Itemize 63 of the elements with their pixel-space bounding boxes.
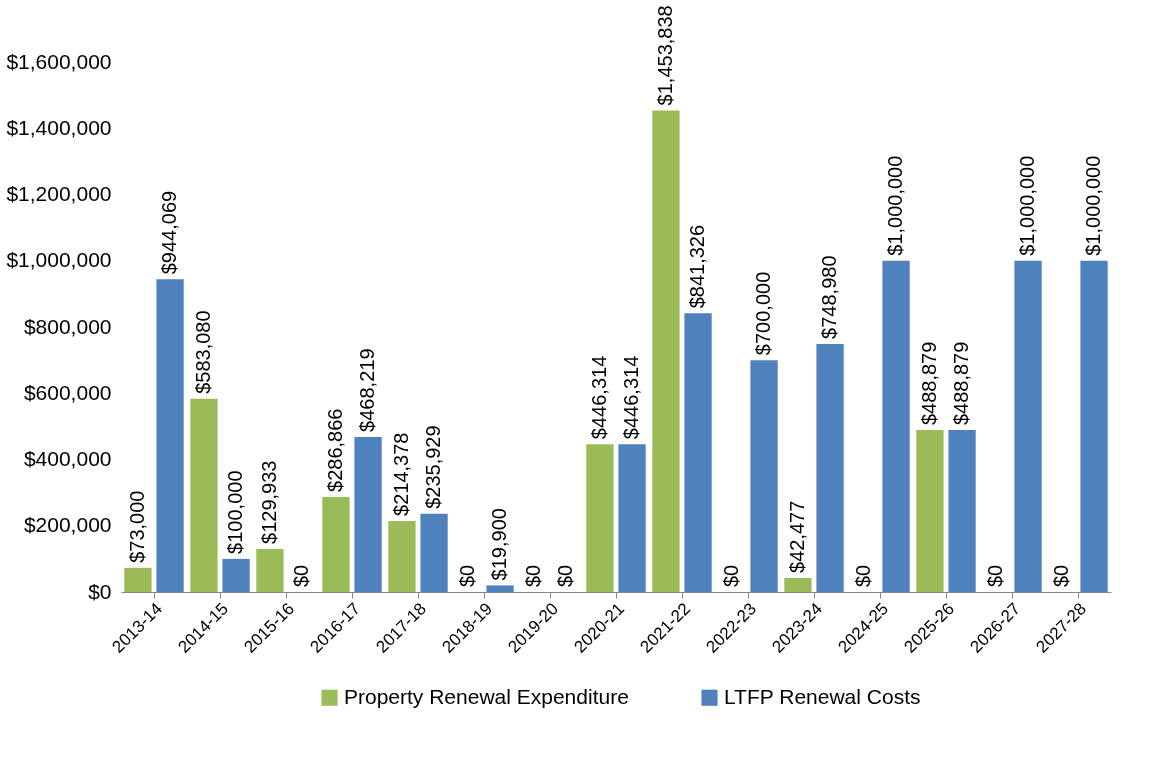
bar <box>420 513 448 592</box>
y-tick-label: $0 <box>88 579 112 603</box>
bar <box>684 313 712 592</box>
data-label: $1,453,838 <box>653 5 676 106</box>
bar <box>190 398 218 592</box>
data-label: $0 <box>983 564 1006 587</box>
bar <box>1014 260 1042 592</box>
data-label: $100,000 <box>224 470 247 554</box>
bar <box>124 567 152 592</box>
data-label: $0 <box>851 564 874 587</box>
data-label: $73,000 <box>125 490 148 563</box>
data-label: $214,378 <box>389 432 412 516</box>
data-label: $944,069 <box>158 190 181 275</box>
data-label: $468,219 <box>356 348 379 432</box>
data-label: $488,879 <box>917 341 940 426</box>
data-label: $0 <box>455 564 478 587</box>
y-tick-label: $400,000 <box>23 447 112 470</box>
data-label: $0 <box>1049 564 1072 587</box>
bar <box>322 496 350 592</box>
bar <box>156 279 184 592</box>
data-label: $748,980 <box>818 255 841 339</box>
data-label: $1,000,000 <box>884 155 907 256</box>
legend-label: LTFP Renewal Costs <box>724 684 921 708</box>
bar <box>354 436 382 592</box>
bar <box>618 444 646 592</box>
bar <box>750 360 778 592</box>
y-tick-label: $1,600,000 <box>6 49 112 73</box>
y-tick-label: $800,000 <box>23 314 112 338</box>
bar <box>948 430 976 592</box>
bar <box>1080 260 1108 592</box>
bar <box>652 110 680 592</box>
bar <box>222 558 250 592</box>
data-label: $42,477 <box>785 500 808 573</box>
data-label: $488,879 <box>950 341 973 426</box>
data-label: $129,933 <box>257 460 280 544</box>
y-tick-label: $1,000,000 <box>6 248 112 272</box>
bar <box>816 343 844 592</box>
data-label: $1,000,000 <box>1016 155 1039 256</box>
data-label: $446,314 <box>620 355 643 440</box>
y-tick-label: $1,400,000 <box>6 115 112 139</box>
data-label: $19,900 <box>488 508 511 581</box>
bar <box>256 548 284 592</box>
legend-label: Property Renewal Expenditure <box>344 684 629 708</box>
bar <box>486 585 514 592</box>
data-label: $286,866 <box>323 408 346 492</box>
y-tick-label: $600,000 <box>23 380 112 404</box>
data-label: $700,000 <box>752 271 775 356</box>
data-label: $0 <box>719 564 742 587</box>
bar <box>586 444 614 592</box>
data-label: $583,080 <box>191 310 214 394</box>
data-label: $0 <box>290 564 313 587</box>
data-label: $446,314 <box>587 355 610 440</box>
data-label: $0 <box>521 564 544 587</box>
y-tick-label: $200,000 <box>23 513 112 537</box>
data-label: $841,326 <box>686 224 709 309</box>
bar <box>916 430 944 592</box>
y-tick-label: $1,200,000 <box>6 182 112 205</box>
bar <box>388 520 416 592</box>
data-label: $1,000,000 <box>1082 155 1105 256</box>
data-label: $0 <box>554 564 577 587</box>
data-label: $235,929 <box>422 425 445 509</box>
bar <box>784 577 812 592</box>
bar <box>882 260 910 592</box>
